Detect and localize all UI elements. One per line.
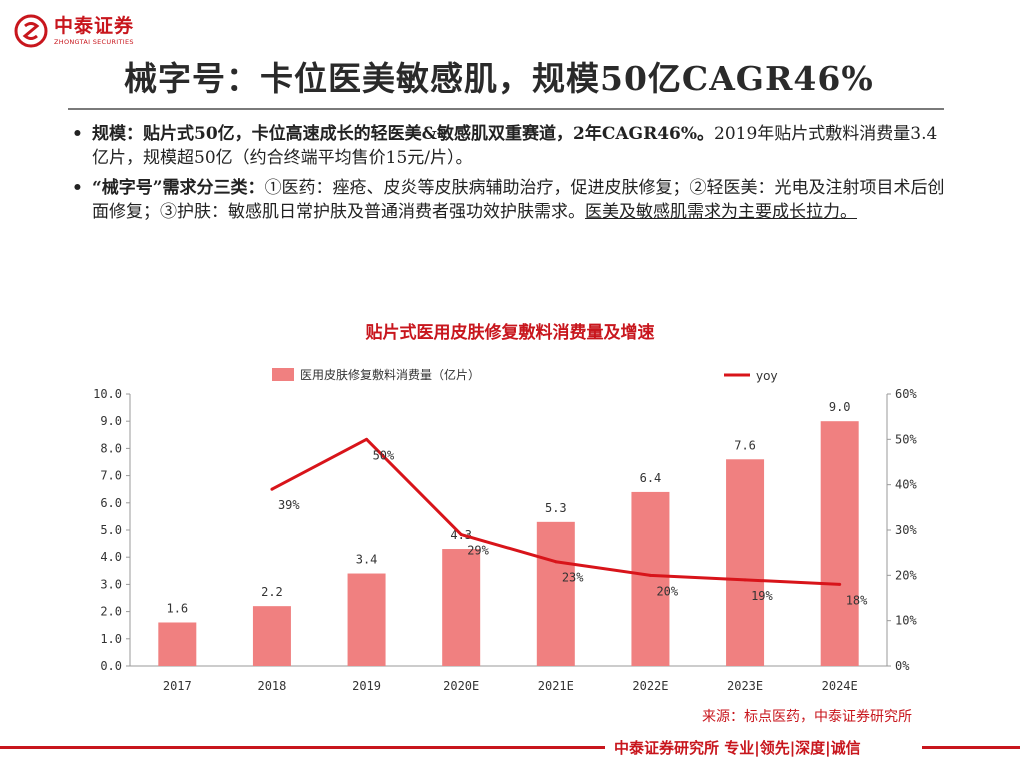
- bullet-lead: “械字号”需求分三类：: [92, 178, 265, 198]
- bullet-item: • “械字号”需求分三类：①医药：痤疮、皮炎等皮肤病辅助治疗，促进皮肤修复；②轻…: [72, 176, 952, 224]
- x-tick-label: 2024E: [822, 679, 858, 693]
- y-left-tick-label: 8.0: [100, 441, 122, 455]
- bar-2022E: [631, 491, 670, 666]
- bar-2023E: [726, 459, 765, 666]
- yoy-point-2018: [270, 487, 274, 491]
- x-tick-label: 2019: [352, 679, 381, 693]
- x-tick-label: 2020E: [443, 679, 479, 693]
- bar-value-label: 3.4: [356, 553, 378, 567]
- y-left-tick-label: 9.0: [100, 414, 122, 428]
- logo-name-cn: 中泰证券: [54, 14, 135, 37]
- bar-value-label: 9.0: [829, 400, 851, 414]
- y-right-tick-label: 50%: [895, 432, 917, 446]
- y-right-tick-label: 10%: [895, 614, 917, 628]
- footer-slogan: 中泰证券研究所 专业|领先|深度|诚信: [614, 739, 861, 757]
- y-left-tick-label: 0.0: [100, 659, 122, 673]
- y-left-tick-label: 5.0: [100, 523, 122, 537]
- bar-value-label: 5.3: [545, 501, 567, 515]
- yoy-value-label: 19%: [751, 589, 773, 603]
- bar-value-label: 6.4: [640, 471, 662, 485]
- y-left-tick-label: 10.0: [93, 387, 122, 401]
- y-left-tick-label: 1.0: [100, 632, 122, 646]
- yoy-value-label: 18%: [846, 593, 868, 607]
- bullet-dot: •: [72, 124, 83, 144]
- y-right-tick-label: 20%: [895, 568, 917, 582]
- bullet-body: 2019年贴片式敷料消费量3.4亿片，规模超50亿（约合终端平均售价15元/片）…: [92, 124, 938, 168]
- x-tick-label: 2018: [257, 679, 286, 693]
- bar-value-label: 2.2: [261, 585, 283, 599]
- x-tick-label: 2021E: [538, 679, 574, 693]
- footer-rule-right: [922, 746, 1020, 749]
- y-right-tick-label: 60%: [895, 387, 917, 401]
- legend-line-label: yoy: [756, 369, 778, 383]
- bar-2017: [158, 622, 197, 666]
- yoy-point-2024E: [838, 582, 842, 586]
- bullet-body: ①医药：痤疮、皮炎等皮肤病辅助治疗，促进皮肤修复；②轻医美：光电及注射项目术后创…: [92, 178, 945, 222]
- y-right-tick-label: 0%: [895, 659, 910, 673]
- title-divider: [68, 108, 944, 110]
- bullet-lead: 规模：贴片式50亿，卡位高速成长的轻医美&敏感肌双重赛道，2年CAGR46%。: [92, 124, 715, 144]
- zhongtai-logo-icon: [14, 14, 48, 48]
- legend-bar-label: 医用皮肤修复敷料消费量（亿片）: [300, 367, 480, 382]
- yoy-point-2023E: [743, 578, 747, 582]
- chart-title: 贴片式医用皮肤修复敷料消费量及增速: [365, 323, 655, 343]
- legend-bar-swatch: [272, 368, 294, 381]
- bar-value-label: 7.6: [734, 438, 756, 452]
- y-left-tick-label: 7.0: [100, 469, 122, 483]
- yoy-value-label: 23%: [562, 571, 584, 585]
- x-tick-label: 2023E: [727, 679, 763, 693]
- bar-2020E: [442, 549, 481, 666]
- yoy-point-2020E: [459, 533, 463, 537]
- yoy-point-2019: [365, 437, 369, 441]
- source-note: 来源：标点医药，中泰证券研究所: [702, 709, 912, 725]
- bullet-item: • 规模：贴片式50亿，卡位高速成长的轻医美&敏感肌双重赛道，2年CAGR46%…: [72, 122, 952, 170]
- page-title: 械字号：卡位医美敏感肌，规模50亿CAGR46%: [124, 59, 874, 98]
- yoy-value-label: 50%: [373, 448, 395, 462]
- yoy-value-label: 39%: [278, 498, 300, 512]
- bar-value-label: 1.6: [166, 601, 188, 615]
- y-right-tick-label: 30%: [895, 523, 917, 537]
- x-tick-label: 2017: [163, 679, 192, 693]
- bullet-dot: •: [72, 178, 83, 198]
- yoy-value-label: 20%: [656, 584, 678, 598]
- yoy-point-2021E: [554, 560, 558, 564]
- footer-rule-left: [0, 746, 605, 749]
- bullet-underlined-conclusion: 医美及敏感肌需求为主要成长拉力。: [585, 202, 857, 222]
- y-left-tick-label: 2.0: [100, 605, 122, 619]
- bar-2019: [347, 573, 386, 666]
- y-left-tick-label: 6.0: [100, 496, 122, 510]
- y-left-tick-label: 3.0: [100, 577, 122, 591]
- yoy-value-label: 29%: [467, 544, 489, 558]
- company-logo: 中泰证券 ZHONGTAI SECURITIES: [14, 14, 134, 48]
- bullet-list: • 规模：贴片式50亿，卡位高速成长的轻医美&敏感肌双重赛道，2年CAGR46%…: [72, 122, 952, 230]
- y-right-tick-label: 40%: [895, 478, 917, 492]
- logo-name-en: ZHONGTAI SECURITIES: [54, 37, 134, 46]
- bar-2024E: [820, 421, 859, 666]
- bar-2018: [252, 606, 291, 666]
- yoy-point-2022E: [648, 573, 652, 577]
- bar-2021E: [536, 521, 575, 666]
- x-tick-label: 2022E: [632, 679, 668, 693]
- y-left-tick-label: 4.0: [100, 550, 122, 564]
